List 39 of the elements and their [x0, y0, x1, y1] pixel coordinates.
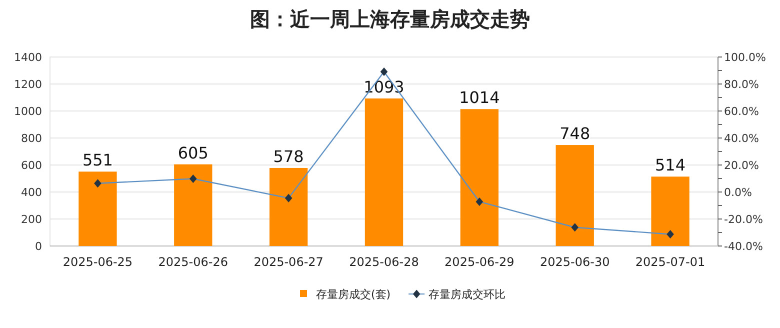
- data-label: 551: [82, 150, 113, 170]
- chart-title: 图：近一周上海存量房成交走势: [250, 7, 530, 31]
- x-tick-label: 2025-06-27: [254, 255, 324, 269]
- y-tick-label: 1000: [14, 105, 42, 118]
- y-tick-label: 0: [35, 240, 42, 253]
- bar: [556, 145, 594, 246]
- y2-tick-label: 20.0%: [724, 159, 759, 172]
- x-tick-label: 2025-06-28: [349, 255, 419, 269]
- x-tick-label: 2025-06-29: [444, 255, 514, 269]
- x-tick-label: 2025-07-01: [635, 255, 706, 269]
- data-label: 578: [273, 146, 304, 166]
- bar: [269, 168, 308, 246]
- data-label: 1014: [459, 88, 500, 108]
- y2-tick-label: 100.0%: [724, 51, 766, 64]
- legend-label: 存量房成交(套): [316, 288, 391, 301]
- y2-tick-label: -40.0%: [724, 240, 763, 253]
- bar: [78, 172, 117, 246]
- x-tick-label: 2025-06-26: [158, 255, 228, 269]
- y2-tick-label: -20.0%: [724, 213, 763, 226]
- bar: [174, 164, 212, 246]
- y-tick-label: 1200: [14, 78, 42, 91]
- data-label: 605: [178, 143, 208, 162]
- legend-label: 存量房成交环比: [428, 288, 506, 301]
- y-tick-label: 1400: [14, 51, 42, 64]
- y-tick-label: 400: [21, 186, 42, 199]
- bar: [364, 98, 404, 246]
- x-tick-label: 2025-06-25: [62, 255, 133, 269]
- y-tick-label: 600: [21, 159, 42, 172]
- y2-tick-label: 40.0%: [724, 132, 759, 145]
- data-label: 514: [655, 156, 686, 175]
- y2-tick-label: 0.0%: [724, 186, 752, 199]
- bar: [651, 176, 690, 246]
- bar: [460, 109, 499, 246]
- y2-tick-label: 80.0%: [724, 78, 759, 91]
- y2-tick-label: 60.0%: [724, 105, 759, 118]
- data-label: 748: [560, 124, 590, 144]
- y-tick-label: 800: [21, 132, 42, 145]
- y-tick-label: 200: [21, 213, 42, 226]
- x-tick-label: 2025-06-30: [540, 255, 610, 269]
